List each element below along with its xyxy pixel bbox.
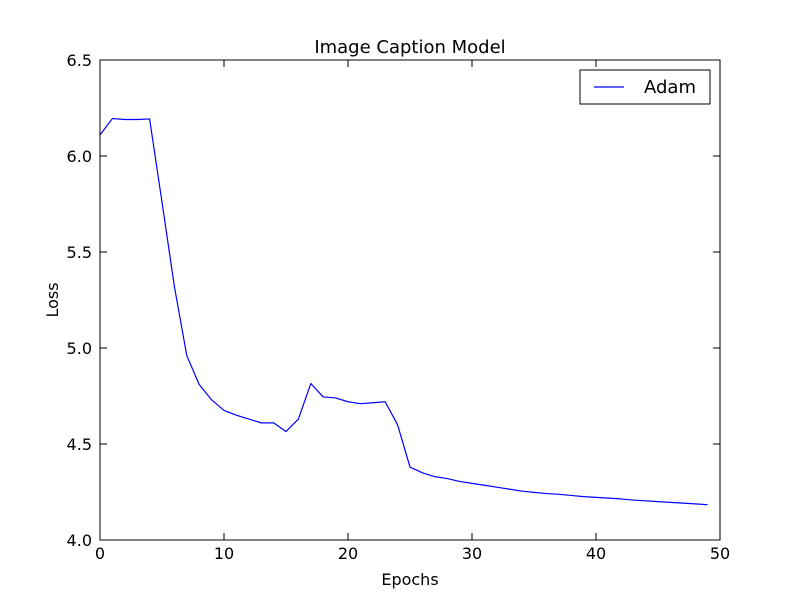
plot-frame	[99, 59, 721, 541]
series-layer	[99, 117, 708, 506]
y-tick-label: 4.5	[67, 435, 92, 454]
y-tick-label: 6.5	[67, 51, 92, 70]
chart-title: Image Caption Model	[314, 37, 505, 58]
y-tick-label: 5.0	[67, 339, 92, 358]
x-tick-label: 20	[338, 544, 358, 563]
x-axis-label: Epochs	[381, 570, 438, 589]
y-tick-label: 5.5	[67, 243, 92, 262]
x-tick-label: 40	[586, 544, 606, 563]
y-tick-label: 4.0	[67, 531, 92, 550]
legend: Adam	[579, 69, 711, 105]
series-line-adam	[99, 117, 708, 506]
legend-entry-label: Adam	[644, 77, 696, 98]
axis-ticks: 0 10 20 30 40 50 4.0 4.5 5.0 5.5 6.0 6.5	[67, 51, 731, 563]
x-tick-label: 0	[95, 544, 105, 563]
y-tick-label: 6.0	[67, 147, 92, 166]
y-axis-label: Loss	[43, 282, 62, 317]
x-tick-label: 50	[710, 544, 730, 563]
x-tick-label: 10	[214, 544, 234, 563]
x-tick-label: 30	[462, 544, 482, 563]
